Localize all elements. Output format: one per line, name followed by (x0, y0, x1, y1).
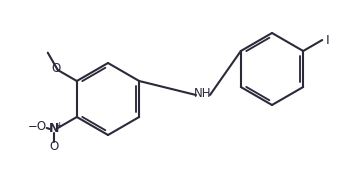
Text: I: I (325, 33, 329, 47)
Text: −O: −O (28, 119, 47, 133)
Text: O: O (49, 140, 58, 154)
Text: NH: NH (194, 87, 212, 99)
Text: +: + (55, 120, 63, 130)
Text: O: O (51, 62, 60, 74)
Text: N: N (49, 122, 59, 136)
